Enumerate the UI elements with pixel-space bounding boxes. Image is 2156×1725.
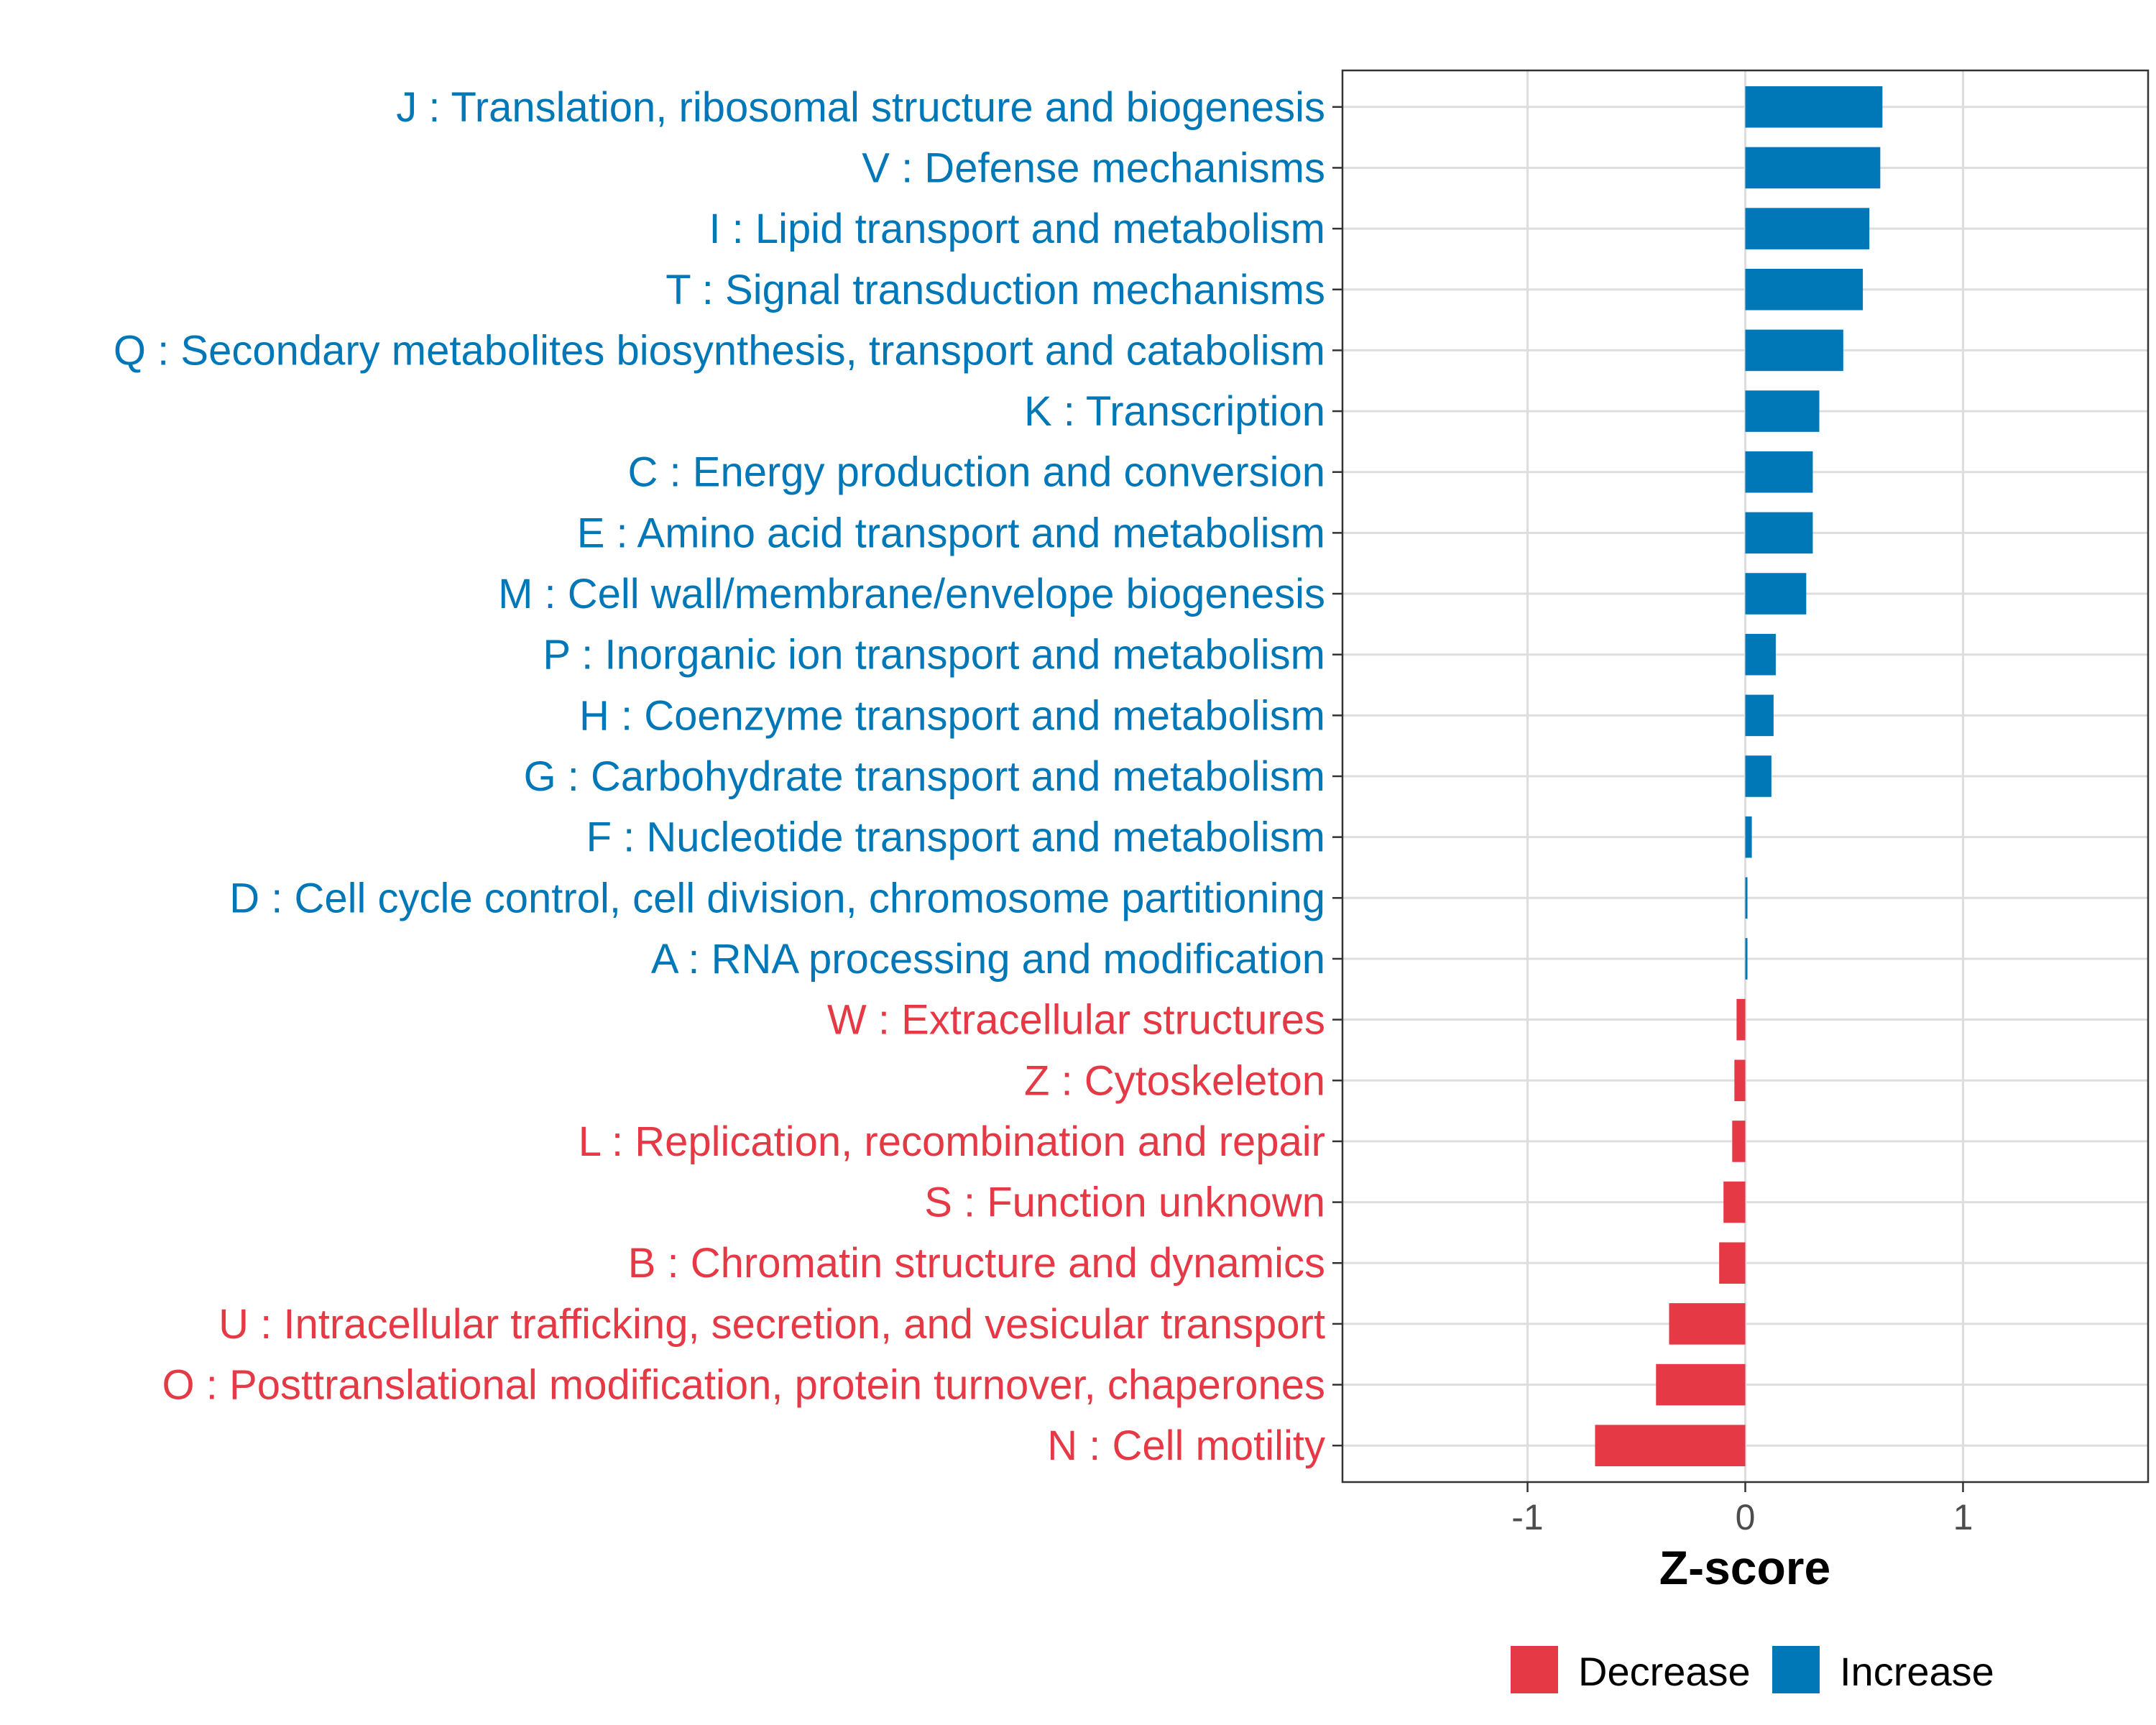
x-tick-label-1: 0 <box>1736 1497 1756 1537</box>
bar-9 <box>1745 633 1776 676</box>
x-axis-ticks <box>1526 1482 1964 1492</box>
category-label-8: M : Cell wall/membrane/envelope biogenes… <box>498 571 1325 617</box>
bar-1 <box>1745 147 1881 189</box>
bar-16 <box>1734 1059 1746 1102</box>
bar-22 <box>1595 1425 1746 1466</box>
category-label-2: I : Lipid transport and metabolism <box>709 206 1325 252</box>
bar-3 <box>1745 268 1864 310</box>
y-axis-ticks <box>1332 106 1342 1447</box>
category-label-16: Z : Cytoskeleton <box>1024 1057 1325 1104</box>
y-axis-category-labels: J : Translation, ribosomal structure and… <box>114 84 1325 1469</box>
category-label-13: D : Cell cycle control, cell division, c… <box>229 875 1325 921</box>
category-label-20: U : Intracellular trafficking, secretion… <box>218 1301 1325 1348</box>
category-label-10: H : Coenzyme transport and metabolism <box>579 692 1325 739</box>
legend-label-decrease: Decrease <box>1578 1649 1751 1694</box>
category-label-9: P : Inorganic ion transport and metaboli… <box>543 632 1325 678</box>
legend-swatch-increase <box>1772 1646 1820 1693</box>
bar-11 <box>1745 755 1772 797</box>
bars <box>1595 86 1883 1466</box>
bar-13 <box>1745 877 1748 919</box>
bar-2 <box>1745 208 1870 249</box>
bar-20 <box>1669 1303 1746 1345</box>
x-tick-label-0: -1 <box>1511 1497 1543 1537</box>
x-axis-title: Z-score <box>1659 1541 1830 1594</box>
category-label-15: W : Extracellular structures <box>827 997 1325 1044</box>
bar-14 <box>1745 938 1748 980</box>
category-label-4: Q : Secondary metabolites biosynthesis, … <box>114 327 1325 374</box>
category-label-17: L : Replication, recombination and repai… <box>579 1118 1325 1165</box>
category-label-11: G : Carbohydrate transport and metabolis… <box>524 753 1325 800</box>
bar-0 <box>1745 86 1883 128</box>
legend: Decrease Increase <box>1511 1646 1994 1694</box>
x-axis-tick-labels: -1 0 1 <box>1511 1497 1973 1537</box>
bar-12 <box>1745 816 1752 858</box>
category-label-1: V : Defense mechanisms <box>862 144 1325 191</box>
category-label-6: C : Energy production and conversion <box>628 449 1325 496</box>
category-label-12: F : Nucleotide transport and metabolism <box>586 814 1325 861</box>
x-tick-label-2: 1 <box>1953 1497 1973 1537</box>
category-label-21: O : Posttranslational modification, prot… <box>162 1362 1325 1409</box>
category-label-22: N : Cell motility <box>1047 1422 1325 1469</box>
bar-8 <box>1745 573 1807 615</box>
legend-swatch-decrease <box>1511 1646 1558 1693</box>
category-label-3: T : Signal transduction mechanisms <box>665 267 1325 313</box>
category-label-18: S : Function unknown <box>924 1179 1325 1226</box>
category-label-19: B : Chromatin structure and dynamics <box>628 1240 1325 1287</box>
bar-19 <box>1719 1242 1746 1284</box>
bar-10 <box>1745 694 1774 737</box>
bar-7 <box>1745 512 1813 554</box>
category-label-0: J : Translation, ribosomal structure and… <box>396 84 1325 131</box>
bar-21 <box>1656 1363 1746 1406</box>
legend-label-increase: Increase <box>1840 1649 1994 1694</box>
category-label-14: A : RNA processing and modification <box>651 936 1325 983</box>
bar-17 <box>1732 1121 1746 1162</box>
category-label-7: E : Amino acid transport and metabolism <box>577 510 1325 556</box>
bar-5 <box>1745 390 1820 432</box>
bar-18 <box>1723 1181 1746 1223</box>
category-label-5: K : Transcription <box>1024 388 1325 435</box>
bar-15 <box>1736 998 1746 1041</box>
bar-4 <box>1745 329 1843 372</box>
bar-6 <box>1745 451 1813 493</box>
